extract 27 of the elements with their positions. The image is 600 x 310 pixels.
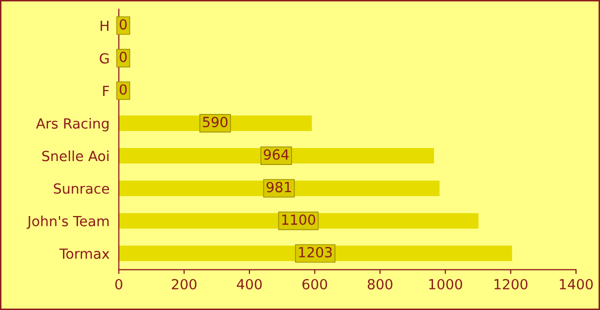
y-tick-label: Sunrace: [54, 183, 110, 194]
data-label: 0: [120, 52, 127, 62]
data-label: 981: [266, 182, 291, 192]
data-label: 1203: [299, 246, 332, 258]
data-label: 1100: [282, 214, 316, 225]
x-tick-label: 200: [172, 278, 196, 290]
x-tick-label: 1400: [560, 278, 593, 290]
y-tick-label: G: [100, 53, 109, 64]
bar: [118, 148, 434, 164]
bar: [118, 246, 512, 262]
data-label: 0: [120, 19, 127, 30]
bar: [118, 180, 440, 196]
y-tick-label: Tormax: [59, 248, 110, 259]
x-tick-label: 0: [115, 278, 122, 290]
x-tick-label: 1000: [429, 278, 462, 290]
data-label: 964: [264, 149, 289, 160]
x-tick-label: 800: [368, 278, 392, 290]
y-tick-label: John's Team: [26, 216, 109, 229]
y-tick-label: Ars Racing: [36, 118, 109, 132]
y-tick-label: H: [100, 20, 108, 31]
data-label: 590: [202, 116, 228, 128]
x-tick-label: 1200: [494, 278, 528, 290]
y-tick-label: Snelle Aoi: [42, 150, 108, 162]
x-tick-label: 600: [302, 278, 328, 290]
data-label: 0: [120, 84, 127, 95]
y-tick-label: F: [103, 86, 109, 96]
x-tick-label: 400: [236, 278, 262, 290]
